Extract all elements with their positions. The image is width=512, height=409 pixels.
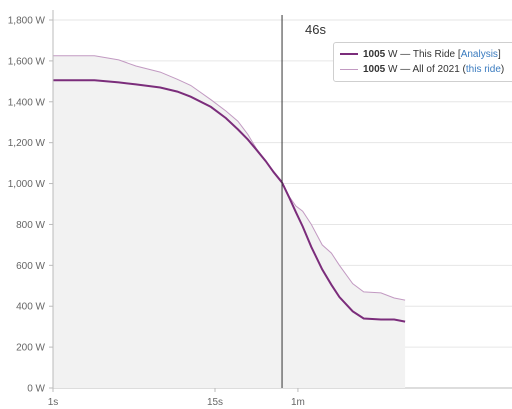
y-tick-label: 1,400 W xyxy=(8,97,46,108)
this-ride-link[interactable]: this ride xyxy=(465,64,501,75)
legend-series-name: All of 2021 xyxy=(412,64,460,75)
y-axis: 0 W 200 W 400 W 600 W 800 W 1,000 W 1,200 W 1,4… xyxy=(8,10,54,395)
y-tick-label: 1,200 W xyxy=(8,138,46,149)
x-tick-label: 1s xyxy=(48,397,59,408)
analysis-link[interactable]: Analysis xyxy=(460,49,498,60)
legend-item-all-of-2021: 1005 W — All of 2021 (this ride) xyxy=(340,63,504,77)
legend-unit: W xyxy=(388,49,398,60)
legend-link-open: [ xyxy=(457,49,461,60)
all-of-2021-swatch xyxy=(340,68,358,70)
legend-value: 1005 xyxy=(363,64,386,75)
legend-value: 1005 xyxy=(363,49,386,60)
legend-separator: — xyxy=(400,64,411,75)
legend-item-this-ride: 1005 W — This Ride [Analysis] xyxy=(340,48,501,62)
legend-link-close: ] xyxy=(497,49,501,60)
y-tick-label: 0 W xyxy=(27,384,45,395)
y-tick-label: 400 W xyxy=(16,302,45,313)
legend: 1005 W — This Ride [Analysis] 1005 W — A… xyxy=(333,42,512,82)
x-tick-label: 1m xyxy=(291,397,305,408)
legend-series-name: This Ride xyxy=(412,49,456,60)
legend-link-open: ( xyxy=(462,64,466,75)
y-tick-label: 1,000 W xyxy=(8,179,46,190)
y-tick-label: 1,600 W xyxy=(8,56,46,67)
y-tick-label: 200 W xyxy=(16,343,45,354)
x-tick-label: 15s xyxy=(207,397,223,408)
this-ride-line xyxy=(53,79,406,323)
legend-link-close: ) xyxy=(500,64,505,75)
legend-separator: — xyxy=(400,49,411,60)
this-ride-swatch xyxy=(340,53,358,56)
y-tick-label: 600 W xyxy=(16,261,45,272)
x-axis: 1s 15s 1m xyxy=(48,388,305,408)
cursor-time-label: 46s xyxy=(305,22,326,37)
all-of-2021-fill-area xyxy=(53,55,406,389)
legend-unit: W xyxy=(388,64,398,75)
y-tick-label: 1,800 W xyxy=(8,16,46,27)
y-tick-label: 800 W xyxy=(16,220,45,231)
